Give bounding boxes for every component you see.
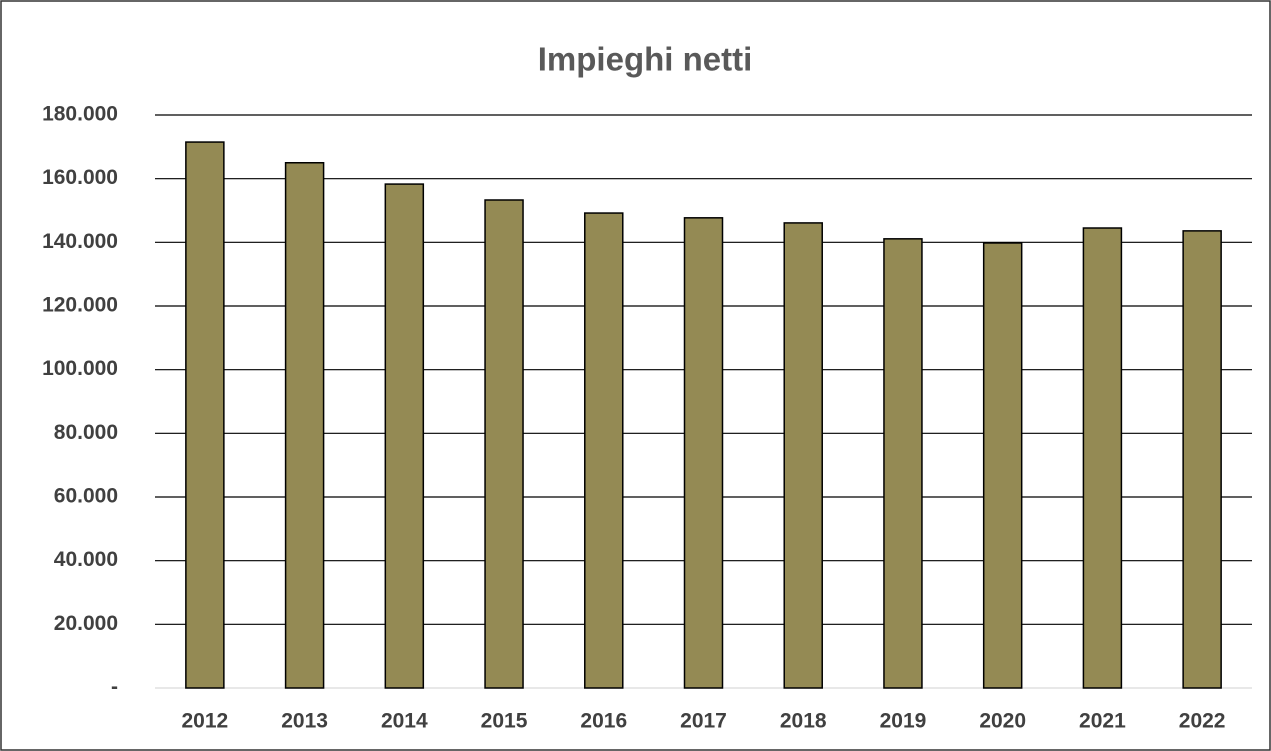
bar xyxy=(1082,227,1123,689)
bar xyxy=(783,222,823,689)
x-tick-label: 2013 xyxy=(281,710,328,733)
x-tick-label: 2016 xyxy=(580,710,627,733)
y-tick-label: 80.000 xyxy=(54,421,118,444)
bar xyxy=(683,217,724,689)
x-tick-label: 2018 xyxy=(780,710,827,733)
y-tick-label: 120.000 xyxy=(42,294,118,317)
x-tick-label: 2019 xyxy=(880,710,927,733)
bar xyxy=(484,199,524,689)
bar xyxy=(584,212,624,689)
x-tick-label: 2014 xyxy=(381,710,428,733)
x-tick-label: 2021 xyxy=(1079,710,1126,733)
y-tick-label: 40.000 xyxy=(54,548,118,571)
chart-title: Impieghi netti xyxy=(538,41,753,78)
y-tick-label: 160.000 xyxy=(42,166,118,189)
bar xyxy=(1182,230,1222,689)
x-tick-label: 2020 xyxy=(979,710,1026,733)
bar xyxy=(384,183,425,689)
bar xyxy=(185,141,225,689)
y-tick-label: 60.000 xyxy=(54,485,118,508)
y-tick-label: 140.000 xyxy=(42,230,118,253)
y-tick-label: 180.000 xyxy=(42,103,118,126)
bar xyxy=(982,242,1023,689)
bar xyxy=(284,162,325,689)
x-tick-label: 2017 xyxy=(680,710,727,733)
x-tick-label: 2022 xyxy=(1179,710,1226,733)
y-tick-label: 100.000 xyxy=(42,357,118,380)
x-tick-label: 2015 xyxy=(481,710,528,733)
y-tick-label: - xyxy=(111,676,118,699)
x-tick-label: 2012 xyxy=(182,710,229,733)
y-tick-label: 20.000 xyxy=(54,612,118,635)
bar xyxy=(883,238,923,689)
